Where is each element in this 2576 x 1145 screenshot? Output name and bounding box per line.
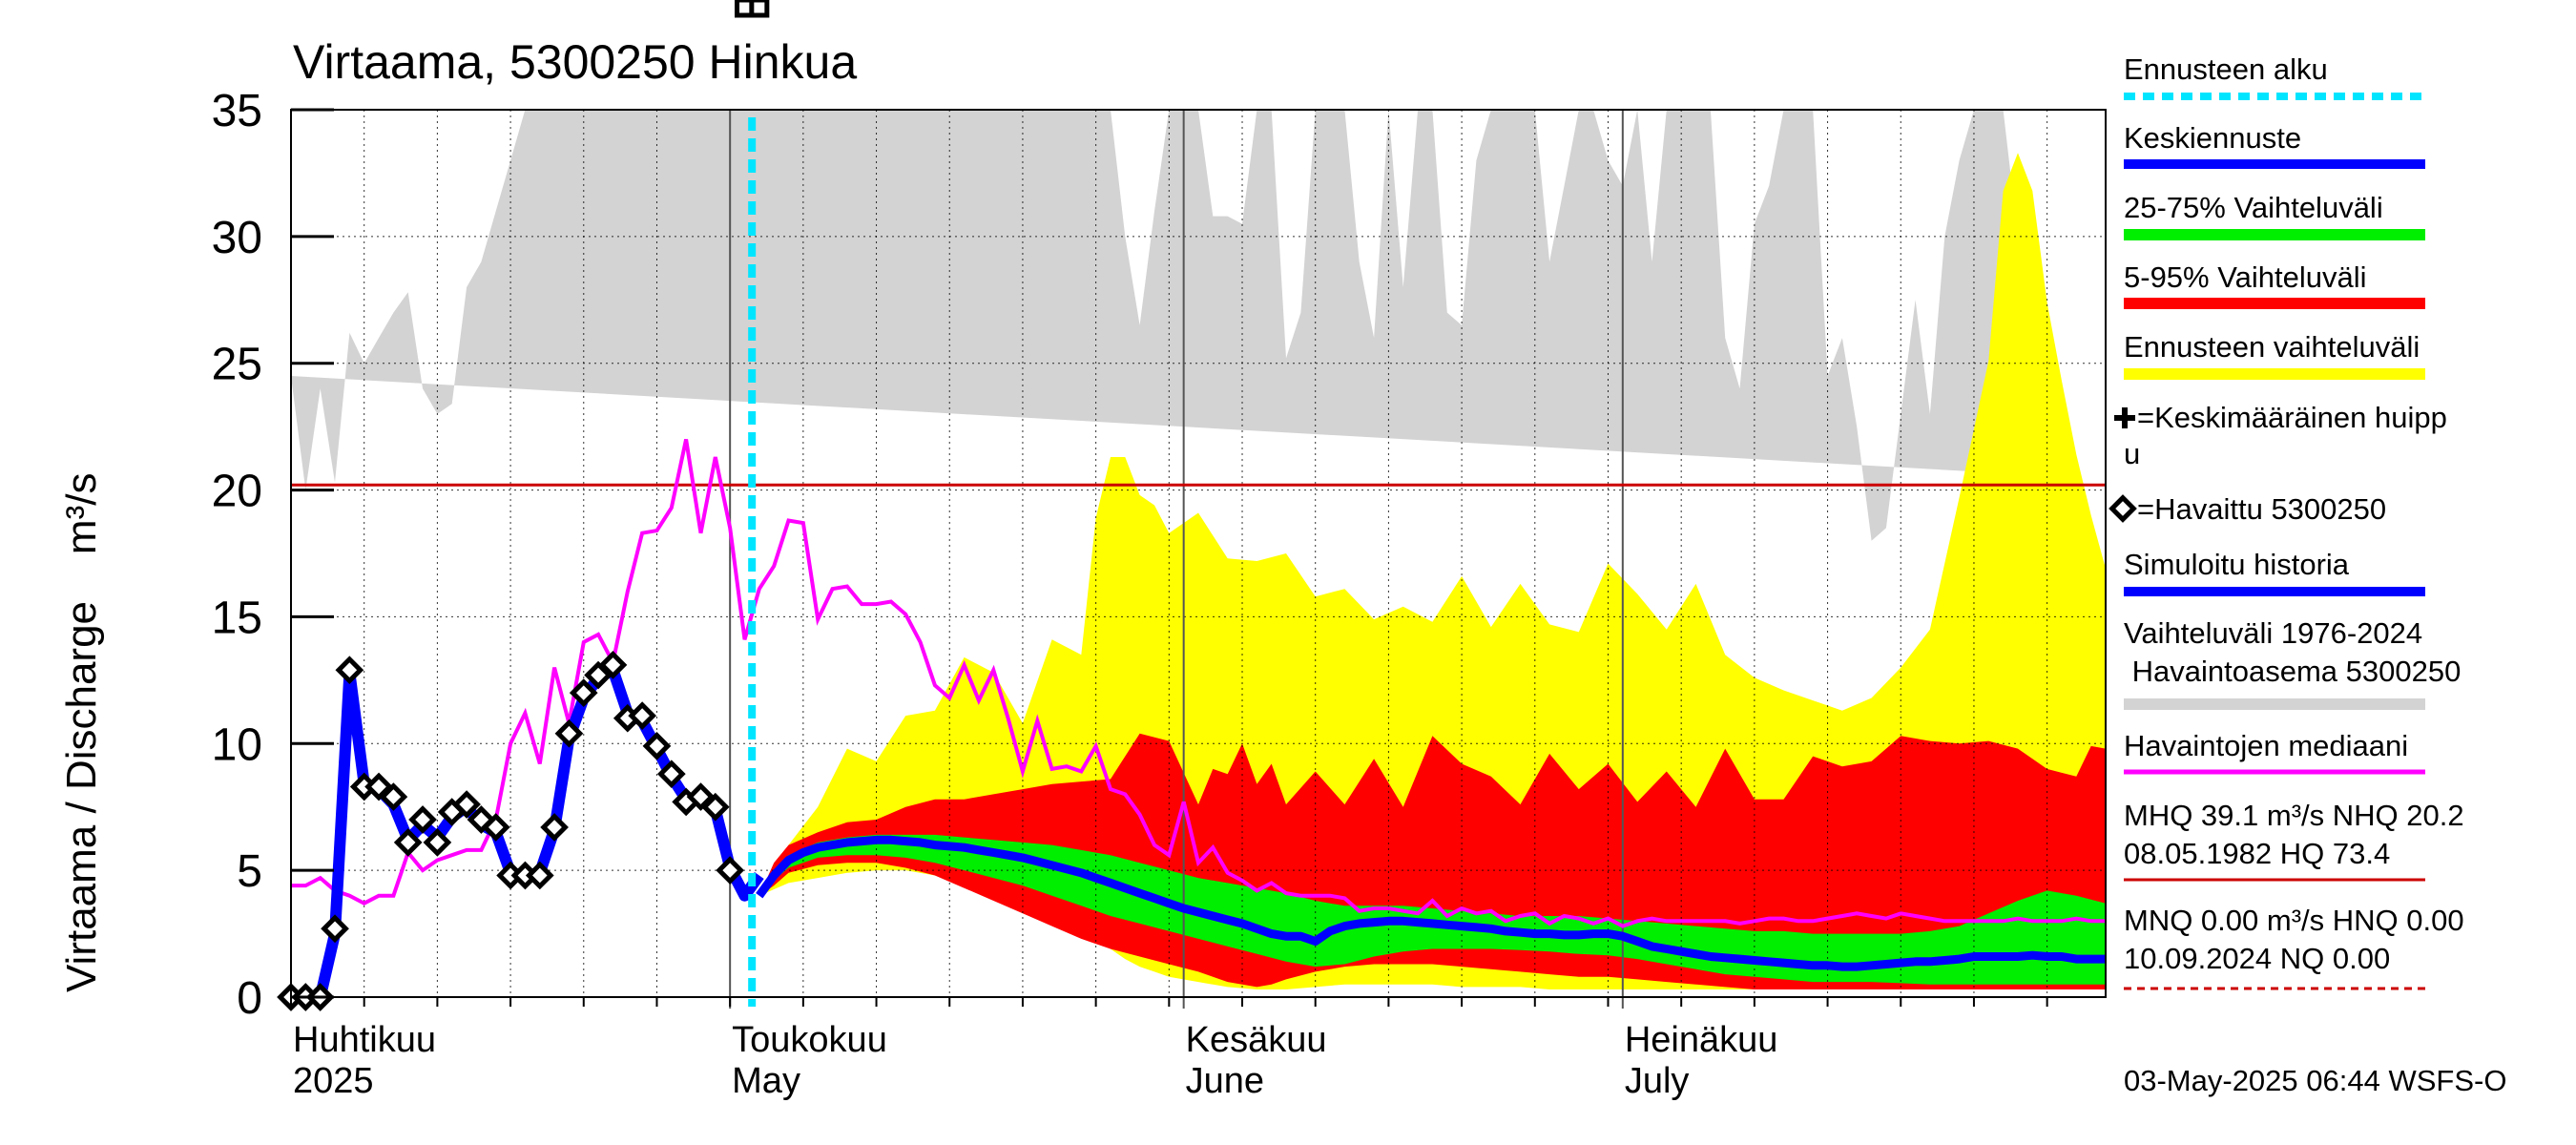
y-tick-label: 0	[237, 973, 262, 1024]
observed-point	[598, 651, 628, 679]
plus-icon	[2114, 407, 2135, 428]
axes-layer	[290, 108, 2107, 1007]
observed-point	[749, 0, 770, 18]
month-sublabel: 2025	[293, 1061, 374, 1101]
y-tick-label: 20	[212, 467, 262, 517]
observed-point	[393, 828, 423, 857]
legend-peak-label-line2: u	[2124, 437, 2140, 470]
y-tick-label: 10	[212, 719, 262, 770]
legend-range-label: Ennusteen vaihteluväli	[2124, 330, 2420, 364]
y-axis-label: Virtaama / Discharge m³/s	[58, 473, 105, 992]
legend-mhq-line1: MHQ 39.1 m³/s NHQ 20.2	[2124, 799, 2464, 832]
legend-history-label-line1: Vaihteluväli 1976-2024	[2124, 616, 2422, 650]
legend-observed-label: =Havaittu 5300250	[2137, 492, 2386, 526]
chart-title: Virtaama, 5300250 Hinkua	[293, 35, 857, 89]
y-tick-label: 30	[212, 213, 262, 263]
observed-point	[379, 782, 408, 811]
observed-point	[700, 792, 730, 822]
timestamp: 03-May-2025 06:44 WSFS-O	[2124, 1064, 2506, 1097]
plot-frame	[290, 109, 2107, 998]
legend-history-label-line2: Havaintoasema 5300250	[2124, 655, 2461, 688]
observed-point	[321, 914, 349, 944]
legend-band-25-75-label: 25-75% Vaihteluväli	[2124, 191, 2383, 224]
legend-mean-label: Keskiennuste	[2124, 121, 2301, 155]
month-sublabel: June	[1186, 1061, 1264, 1101]
observed-point	[349, 772, 379, 802]
observed-point	[540, 813, 569, 842]
forecast-mean-line	[756, 835, 2106, 971]
legend-peak-label-line1: =Keskimääräinen huipp	[2137, 401, 2447, 434]
y-tick-label: 35	[212, 86, 262, 136]
y-tick-label: 15	[212, 593, 262, 643]
legend-mnq-line1: MNQ 0.00 m³/s HNQ 0.00	[2124, 904, 2464, 937]
legend-median-label: Havaintojen mediaani	[2124, 729, 2408, 762]
observed-point	[335, 656, 364, 685]
month-label: Heinäkuu	[1625, 1020, 1778, 1060]
observed-point	[569, 678, 598, 707]
observed-point	[716, 856, 744, 885]
observed-point	[656, 760, 686, 789]
legend: Ennusteen alku Keskiennuste 25-75% Vaiht…	[2109, 52, 2464, 990]
legend-band-5-95-label: 5-95% Vaihteluväli	[2124, 260, 2366, 294]
month-sublabel: July	[1625, 1061, 1690, 1101]
month-label: Huhtikuu	[293, 1020, 436, 1060]
line-layer	[277, 0, 2106, 1011]
y-tick-label: 5	[237, 846, 262, 897]
observed-point	[642, 732, 672, 760]
month-sublabel: May	[732, 1061, 800, 1101]
observed-point	[408, 805, 437, 834]
observed-point	[525, 861, 554, 890]
observed-point	[481, 813, 510, 842]
observed-point	[510, 861, 540, 890]
y-tick-label: 25	[212, 340, 262, 390]
legend-simulated-label: Simuloitu historia	[2124, 548, 2350, 581]
observed-point	[496, 861, 525, 890]
observed-point	[452, 790, 481, 819]
observed-point	[554, 718, 584, 748]
median-line	[291, 438, 2106, 928]
legend-mhq-line2: 08.05.1982 HQ 73.4	[2124, 837, 2390, 870]
month-label: Kesäkuu	[1186, 1020, 1327, 1060]
observed-point	[423, 828, 452, 857]
month-label: Toukokuu	[732, 1020, 887, 1060]
observed-point	[628, 701, 657, 730]
y-axis-tick-labels: 0 5 10 15 20 25 30 35	[212, 86, 262, 1024]
legend-forecast-start-label: Ennusteen alku	[2124, 52, 2328, 86]
legend-mnq-line2: 10.09.2024 NQ 0.00	[2124, 942, 2390, 975]
diamond-marker-icon	[2109, 494, 2137, 523]
